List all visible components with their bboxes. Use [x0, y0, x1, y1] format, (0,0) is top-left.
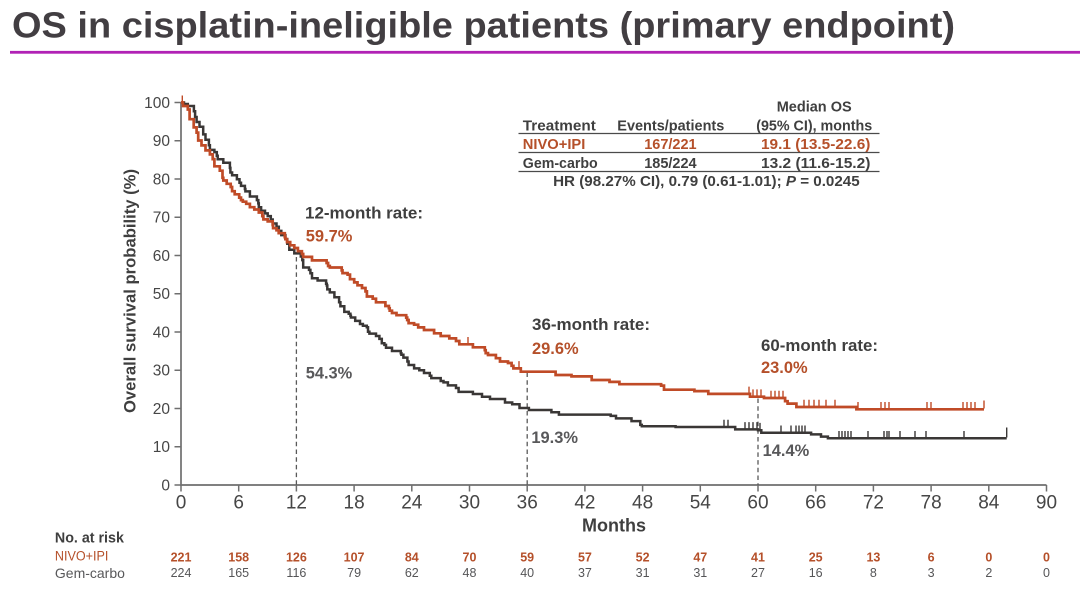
- svg-text:19.1 (13.5-22.6): 19.1 (13.5-22.6): [761, 137, 871, 153]
- svg-text:6: 6: [928, 551, 935, 565]
- svg-text:Overall survival probability (: Overall survival probability (%): [122, 169, 140, 413]
- svg-text:78: 78: [921, 493, 942, 514]
- svg-text:100: 100: [144, 95, 170, 112]
- svg-text:107: 107: [344, 551, 365, 565]
- svg-text:84: 84: [978, 493, 1000, 514]
- svg-text:50: 50: [153, 286, 171, 303]
- svg-text:62: 62: [405, 566, 419, 580]
- svg-text:25: 25: [809, 551, 823, 565]
- svg-text:41: 41: [751, 551, 765, 565]
- svg-text:59: 59: [520, 551, 534, 565]
- svg-text:8: 8: [870, 566, 877, 580]
- svg-text:(95% CI), months: (95% CI), months: [756, 118, 872, 134]
- svg-text:Months: Months: [582, 516, 646, 536]
- svg-text:19.3%: 19.3%: [531, 428, 578, 447]
- svg-text:36: 36: [517, 493, 538, 514]
- svg-text:13: 13: [866, 551, 880, 565]
- svg-text:16: 16: [809, 566, 823, 580]
- svg-text:Gem-carbo: Gem-carbo: [55, 565, 125, 581]
- svg-text:167/221: 167/221: [644, 137, 696, 153]
- svg-text:Median OS: Median OS: [777, 100, 852, 116]
- svg-text:90: 90: [1036, 493, 1057, 514]
- svg-text:52: 52: [636, 551, 650, 565]
- svg-text:40: 40: [153, 324, 171, 341]
- svg-text:18: 18: [344, 493, 365, 514]
- svg-text:Events/patients: Events/patients: [617, 118, 724, 134]
- svg-text:79: 79: [347, 566, 361, 580]
- svg-text:10: 10: [153, 439, 171, 456]
- svg-text:No. at risk: No. at risk: [55, 531, 125, 547]
- svg-text:12-month rate:: 12-month rate:: [305, 204, 423, 223]
- svg-text:Gem-carbo: Gem-carbo: [523, 156, 598, 172]
- svg-text:NIVO+IPI: NIVO+IPI: [55, 548, 109, 563]
- svg-text:24: 24: [401, 493, 423, 514]
- svg-text:OS in cisplatin-ineligible pat: OS in cisplatin-ineligible patients (pri…: [12, 5, 955, 46]
- svg-text:66: 66: [805, 493, 826, 514]
- svg-text:185/224: 185/224: [644, 156, 696, 172]
- svg-text:90: 90: [153, 133, 171, 150]
- svg-text:158: 158: [228, 551, 249, 565]
- svg-text:224: 224: [171, 566, 192, 580]
- svg-text:0: 0: [1043, 566, 1050, 580]
- svg-text:37: 37: [578, 566, 592, 580]
- svg-text:27: 27: [751, 566, 765, 580]
- svg-text:84: 84: [405, 551, 419, 565]
- svg-text:30: 30: [459, 493, 480, 514]
- svg-text:6: 6: [233, 493, 244, 514]
- svg-text:12: 12: [286, 493, 307, 514]
- svg-text:47: 47: [693, 551, 707, 565]
- svg-text:NIVO+IPI: NIVO+IPI: [523, 137, 586, 153]
- svg-text:0: 0: [176, 493, 187, 514]
- svg-text:70: 70: [153, 210, 171, 227]
- svg-text:29.6%: 29.6%: [532, 339, 579, 358]
- svg-text:0: 0: [1043, 551, 1050, 565]
- svg-text:80: 80: [153, 171, 171, 188]
- svg-text:57: 57: [578, 551, 592, 565]
- svg-text:54.3%: 54.3%: [306, 364, 353, 383]
- svg-text:60: 60: [747, 493, 768, 514]
- svg-text:54: 54: [690, 493, 712, 514]
- svg-text:42: 42: [574, 493, 595, 514]
- svg-text:3: 3: [928, 566, 935, 580]
- svg-text:59.7%: 59.7%: [306, 226, 353, 245]
- svg-text:23.0%: 23.0%: [761, 358, 808, 377]
- svg-text:36-month rate:: 36-month rate:: [532, 315, 650, 334]
- svg-text:14.4%: 14.4%: [763, 441, 810, 460]
- svg-text:48: 48: [463, 566, 477, 580]
- svg-text:165: 165: [228, 566, 249, 580]
- svg-text:126: 126: [286, 551, 307, 565]
- svg-text:30: 30: [153, 363, 171, 380]
- svg-text:70: 70: [463, 551, 477, 565]
- svg-text:31: 31: [693, 566, 707, 580]
- svg-text:0: 0: [985, 551, 992, 565]
- svg-text:2: 2: [985, 566, 992, 580]
- svg-text:60-month rate:: 60-month rate:: [761, 336, 878, 355]
- svg-text:31: 31: [636, 566, 650, 580]
- svg-text:20: 20: [153, 401, 171, 418]
- svg-text:221: 221: [171, 551, 192, 565]
- svg-text:HR (98.27% CI), 0.79 (0.61-1.0: HR (98.27% CI), 0.79 (0.61-1.01); P = 0.…: [553, 174, 860, 190]
- svg-text:48: 48: [632, 493, 653, 514]
- svg-text:116: 116: [286, 566, 306, 580]
- svg-text:13.2 (11.6-15.2): 13.2 (11.6-15.2): [761, 156, 871, 172]
- svg-text:40: 40: [520, 566, 534, 580]
- svg-text:60: 60: [153, 248, 171, 265]
- svg-text:0: 0: [161, 477, 170, 494]
- svg-text:Treatment: Treatment: [523, 118, 596, 134]
- svg-text:72: 72: [863, 493, 884, 514]
